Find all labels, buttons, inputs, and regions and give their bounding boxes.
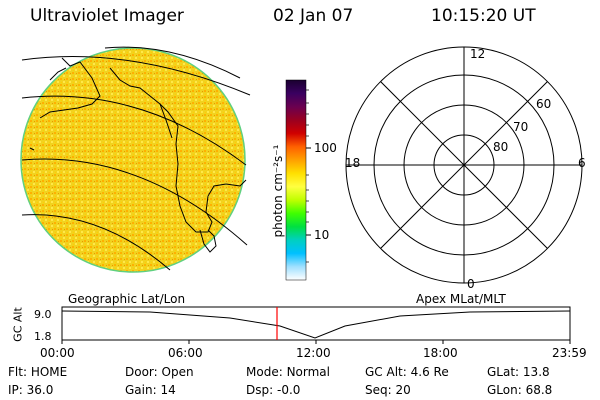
- status-door: Door: Open: [125, 366, 194, 378]
- status-glat-label: GLat:: [487, 365, 520, 379]
- status-glon-label: GLon:: [487, 383, 522, 397]
- timeline-x-tick-2: 12:00: [296, 346, 331, 360]
- geo-grid-lines: [21, 46, 251, 271]
- status-ip-label: IP:: [8, 383, 23, 397]
- status-flt: Flt: HOME: [8, 366, 67, 378]
- status-dsp: Dsp: -0.0: [246, 384, 300, 396]
- status-flt-label: Flt:: [8, 365, 27, 379]
- status-mode: Mode: Normal: [246, 366, 330, 378]
- mlt-label-12: 12: [470, 47, 486, 61]
- status-glon-value: 68.8: [525, 383, 553, 397]
- mlt-label-18: 18: [345, 156, 361, 170]
- polar-plot: [345, 46, 583, 284]
- lat-label-60: 60: [536, 97, 552, 111]
- status-gain: Gain: 14: [125, 384, 176, 396]
- time-label: 10:15:20 UT: [431, 6, 536, 26]
- colorbar: [285, 79, 311, 281]
- status-mode-label: Mode:: [246, 365, 283, 379]
- status-gain-value: 14: [160, 383, 176, 397]
- mlt-label-0: 0: [467, 277, 475, 291]
- colorbar-tick-100: 100: [314, 141, 337, 155]
- colorbar-tick-10: 10: [314, 228, 330, 242]
- mlt-label-6: 6: [578, 156, 586, 170]
- status-gain-label: Gain:: [125, 383, 157, 397]
- colorbar-unit-label: photon cm⁻²s⁻¹: [271, 144, 285, 238]
- status-dsp-value: -0.0: [276, 383, 301, 397]
- status-glat-value: 13.8: [522, 365, 550, 379]
- timeline-plot: [61, 306, 571, 344]
- timeline-x-tick-3: 18:00: [423, 346, 458, 360]
- timeline-x-tick-1: 06:00: [168, 346, 203, 360]
- geographic-label: Geographic Lat/Lon: [68, 292, 186, 306]
- date-label: 02 Jan 07: [273, 6, 354, 26]
- status-door-value: Open: [161, 365, 194, 379]
- status-gc-alt-value: 4.6 Re: [410, 365, 449, 379]
- apex-label: Apex MLat/MLT: [416, 292, 506, 306]
- timeline-axis-title: GC Alt: [11, 307, 25, 342]
- status-mode-value: Normal: [286, 365, 330, 379]
- timeline-x-tick-0: 00:00: [40, 346, 75, 360]
- status-door-label: Door:: [125, 365, 158, 379]
- status-dsp-label: Dsp:: [246, 383, 274, 397]
- timeline-x-tick-4: 23:59: [552, 346, 587, 360]
- status-seq-label: Seq:: [365, 383, 392, 397]
- earth-disk: [20, 47, 246, 273]
- timeline-y-bottom: 1.8: [34, 330, 52, 343]
- status-glat: GLat: 13.8: [487, 366, 550, 378]
- app-title: Ultraviolet Imager: [30, 6, 184, 26]
- status-gc-alt-label: GC Alt:: [365, 365, 407, 379]
- status-ip: IP: 36.0: [8, 384, 53, 396]
- status-gc-alt: GC Alt: 4.6 Re: [365, 366, 449, 378]
- timeline-y-top: 9.0: [34, 308, 52, 321]
- lat-label-70: 70: [513, 120, 529, 134]
- lat-label-80: 80: [493, 140, 509, 154]
- status-glon: GLon: 68.8: [487, 384, 552, 396]
- status-seq: Seq: 20: [365, 384, 411, 396]
- status-flt-value: HOME: [30, 365, 68, 379]
- status-ip-value: 36.0: [26, 383, 54, 397]
- coastline: [29, 57, 247, 253]
- status-seq-value: 20: [395, 383, 411, 397]
